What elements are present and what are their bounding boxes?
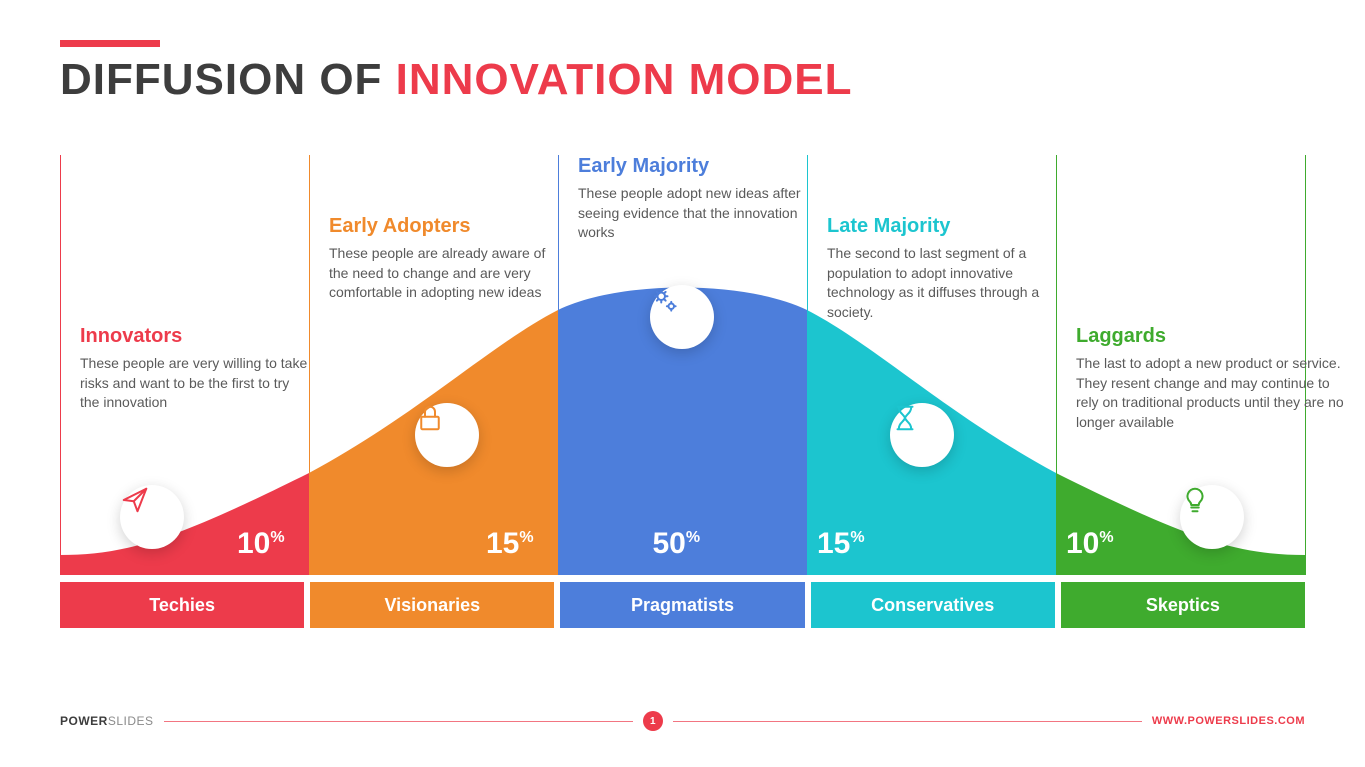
brand-light: SLIDES — [108, 714, 154, 728]
pct-value: 15 — [817, 527, 850, 560]
bulb-icon — [1180, 485, 1244, 549]
segment-percent: 10% — [1066, 527, 1114, 561]
pct-symbol: % — [270, 529, 284, 546]
segment-desc: These people are very willing to take ri… — [80, 354, 310, 413]
pct-value: 15 — [486, 527, 519, 560]
slide: DIFFUSION OF INNOVATION MODEL Innovators… — [0, 0, 1365, 767]
segment-desc: These people adopt new ideas after seein… — [578, 184, 808, 243]
pct-symbol: % — [686, 529, 700, 546]
footer-link: WWW.POWERSLIDES.COM — [1152, 715, 1305, 727]
bell-curve-chart: Innovators These people are very willing … — [60, 155, 1305, 575]
pct-value: 50 — [653, 527, 686, 560]
segment-heading: Late Majority — [827, 215, 1057, 238]
segment-percent: 10% — [237, 527, 285, 561]
footer-line-left — [164, 721, 633, 722]
segment-divider — [60, 155, 61, 575]
category-label-late_majority: Conservatives — [811, 582, 1055, 628]
footer: POWERSLIDES 1 WWW.POWERSLIDES.COM — [60, 711, 1305, 731]
pct-symbol: % — [850, 529, 864, 546]
category-label-innovators: Techies — [60, 582, 304, 628]
segment-text-late_majority: Late Majority The second to last segment … — [827, 215, 1057, 322]
pct-value: 10 — [237, 527, 270, 560]
segment-heading: Innovators — [80, 325, 310, 348]
segment-percent: 15% — [486, 527, 534, 561]
segment-text-laggards: Laggards The last to adopt a new product … — [1076, 325, 1346, 432]
segment-text-innovators: Innovators These people are very willing … — [80, 325, 310, 413]
segment-heading: Laggards — [1076, 325, 1346, 348]
pct-symbol: % — [519, 529, 533, 546]
segment-heading: Early Majority — [578, 155, 808, 178]
segment-desc: The second to last segment of a populati… — [827, 244, 1057, 322]
accent-bar — [60, 40, 160, 47]
pct-value: 10 — [1066, 527, 1099, 560]
page-title: DIFFUSION OF INNOVATION MODEL — [60, 55, 852, 105]
segment-heading: Early Adopters — [329, 215, 559, 238]
segment-text-early_adopters: Early Adopters These people are already a… — [329, 215, 559, 303]
category-labels-row: TechiesVisionariesPragmatistsConservativ… — [60, 582, 1305, 628]
footer-brand: POWERSLIDES — [60, 714, 154, 728]
category-label-laggards: Skeptics — [1061, 582, 1305, 628]
paper-plane-icon — [120, 485, 184, 549]
title-part2: INNOVATION MODEL — [396, 55, 853, 104]
category-label-early_adopters: Visionaries — [310, 582, 554, 628]
segment-percent: 15% — [817, 527, 865, 561]
segment-desc: The last to adopt a new product or servi… — [1076, 354, 1346, 432]
segment-desc: These people are already aware of the ne… — [329, 244, 559, 303]
title-part1: DIFFUSION OF — [60, 55, 396, 104]
pct-symbol: % — [1099, 529, 1113, 546]
lock-icon — [415, 403, 479, 467]
category-label-early_majority: Pragmatists — [560, 582, 804, 628]
segment-percent: 50% — [653, 527, 701, 561]
gears-icon — [650, 285, 714, 349]
footer-line-right — [673, 721, 1142, 722]
segment-text-early_majority: Early Majority These people adopt new ide… — [578, 155, 808, 243]
hourglass-icon — [890, 403, 954, 467]
brand-bold: POWER — [60, 714, 108, 728]
page-number-badge: 1 — [643, 711, 663, 731]
